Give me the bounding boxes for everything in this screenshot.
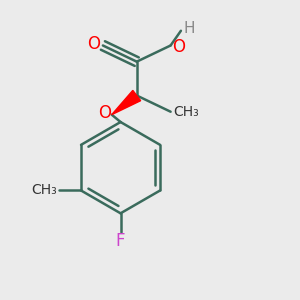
- Text: F: F: [116, 232, 125, 250]
- Text: O: O: [172, 38, 185, 56]
- Text: CH₃: CH₃: [173, 105, 199, 119]
- Text: H: H: [184, 21, 195, 36]
- Polygon shape: [112, 90, 141, 115]
- Text: O: O: [88, 35, 100, 53]
- Text: CH₃: CH₃: [32, 184, 58, 197]
- Text: O: O: [98, 104, 111, 122]
